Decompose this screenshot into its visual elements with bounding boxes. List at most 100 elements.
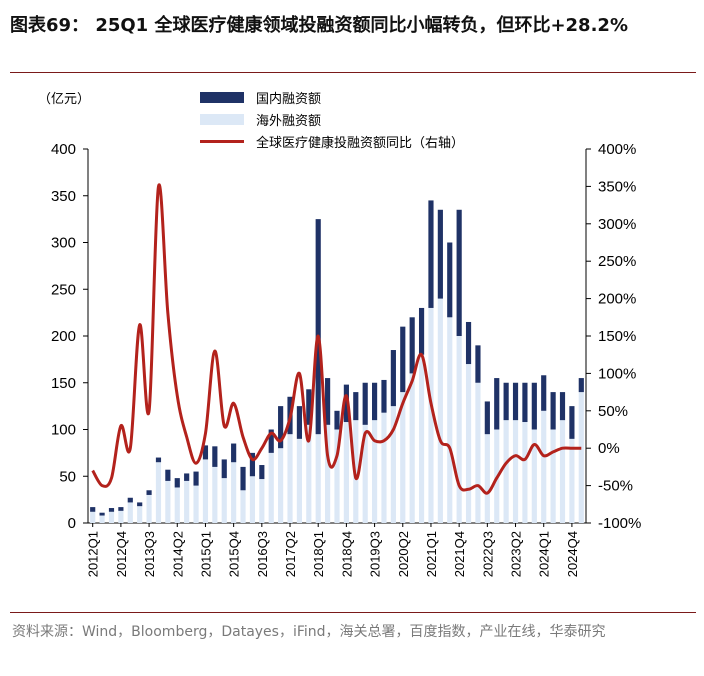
chart-title: 图表69： 25Q1 全球医疗健康领域投融资额同比小幅转负，但环比+28.2% — [10, 15, 628, 36]
bar-overseas — [465, 364, 472, 523]
x-tick-label: 2022Q3 — [480, 531, 495, 577]
legend-swatch-yoy — [200, 139, 244, 143]
y-tick-label-right: 200% — [598, 291, 636, 308]
x-tick-label: 2021Q4 — [452, 531, 467, 577]
y-tick-label-right: 300% — [598, 216, 636, 233]
x-tick-label: 2012Q1 — [86, 531, 101, 577]
legend-swatch-overseas — [200, 113, 244, 125]
bar-domestic — [249, 452, 256, 477]
bar-domestic — [146, 490, 152, 495]
bar-overseas — [381, 412, 387, 523]
bar-domestic — [418, 307, 425, 355]
bar-overseas — [268, 452, 274, 523]
bar-domestic — [221, 459, 227, 479]
bar-domestic — [559, 392, 566, 421]
bar-domestic — [494, 378, 500, 430]
x-tick-label: 2024Q4 — [565, 531, 580, 577]
title-divider — [10, 72, 696, 73]
bar-overseas — [118, 510, 124, 523]
bar-overseas — [259, 479, 265, 523]
bar-domestic — [296, 406, 302, 439]
bar-overseas — [512, 420, 519, 523]
y-tick-label-left: 150 — [51, 375, 76, 392]
bar-domestic — [343, 384, 349, 423]
bar-domestic — [118, 507, 124, 511]
bar-domestic — [306, 389, 312, 425]
y-tick-label-left: 50 — [59, 468, 76, 485]
bar-domestic — [522, 382, 528, 423]
bar-domestic — [465, 321, 472, 365]
bar-domestic — [325, 378, 331, 425]
bar-domestic — [372, 382, 378, 421]
bar-overseas — [174, 487, 180, 523]
bar-overseas — [390, 406, 396, 523]
bar-overseas — [475, 382, 481, 523]
yoy-line — [91, 183, 582, 495]
bar-domestic — [409, 317, 415, 374]
legend-label-domestic: 国内融资额 — [256, 91, 322, 107]
bar-domestic — [202, 445, 209, 460]
bar-overseas — [146, 494, 152, 523]
bar-domestic — [155, 457, 162, 463]
legend: 国内融资额 海外融资额 全球医疗健康投融资额同比（右轴） — [200, 86, 464, 152]
y-tick-label-left: 250 — [51, 281, 76, 298]
bar-overseas — [296, 438, 302, 523]
y-tick-label-left: 0 — [68, 515, 76, 532]
bar-overseas — [531, 429, 537, 523]
bar-overseas — [550, 429, 556, 523]
legend-item-yoy: 全球医疗健康投融资额同比（右轴） — [200, 130, 464, 152]
y-tick-label-right: 100% — [598, 365, 636, 382]
bar-domestic — [512, 382, 519, 421]
bar-overseas — [437, 298, 443, 523]
y-tick-label-right: 250% — [598, 253, 636, 270]
bar-overseas — [221, 478, 227, 523]
x-tick-label: 2018Q4 — [339, 531, 354, 577]
y-tick-label-left: 200 — [51, 328, 76, 345]
bar-domestic — [400, 326, 406, 393]
bar-domestic — [315, 219, 321, 435]
x-tick-label: 2012Q4 — [114, 531, 129, 577]
bar-domestic — [278, 406, 284, 449]
bar-overseas — [184, 480, 190, 523]
source-note: 资料来源：Wind，Bloomberg，Datayes，iFind，海关总署，百… — [12, 624, 606, 640]
x-tick-label: 2020Q2 — [396, 531, 411, 577]
bar-overseas — [541, 410, 547, 523]
bar-domestic — [193, 471, 199, 486]
bar-overseas — [193, 485, 199, 523]
bar-domestic — [353, 392, 359, 421]
x-tick-label: 2024Q1 — [537, 531, 552, 577]
y-tick-label-right: 350% — [598, 178, 636, 195]
bar-overseas — [287, 434, 293, 523]
x-tick-label: 2019Q3 — [368, 531, 383, 577]
bar-overseas — [569, 438, 575, 523]
bar-overseas — [362, 424, 368, 523]
bar-domestic — [437, 209, 443, 299]
bar-domestic — [259, 465, 265, 480]
bar-overseas — [325, 424, 331, 523]
source-divider — [10, 612, 696, 613]
y-tick-label-left: 350 — [51, 188, 76, 205]
bar-domestic — [174, 478, 180, 488]
legend-swatch-domestic — [200, 91, 244, 103]
bar-domestic — [231, 443, 237, 463]
bar-domestic — [475, 345, 481, 383]
bar-overseas — [484, 434, 490, 523]
bar-overseas — [578, 392, 584, 523]
bar-domestic — [334, 410, 340, 430]
chart-plot: 0 50 100 150 200 250 300 350 400 -100% -50% 0% 50% 10… — [51, 141, 641, 577]
bar-domestic — [428, 200, 434, 308]
bar-domestic — [137, 502, 143, 507]
bar-overseas — [240, 490, 246, 523]
x-tick-label: 2023Q2 — [509, 531, 524, 577]
bar-overseas — [400, 392, 406, 523]
y-tick-label-right: 400% — [598, 141, 636, 158]
bar-overseas — [165, 480, 171, 523]
bar-overseas — [409, 373, 415, 523]
bar-overseas — [372, 420, 378, 523]
bar-domestic — [127, 497, 133, 503]
bar-overseas — [127, 502, 133, 523]
x-tick-label: 2014Q2 — [170, 531, 185, 577]
bar-overseas — [503, 420, 509, 523]
bar-domestic — [362, 382, 368, 425]
bar-overseas — [155, 462, 162, 523]
